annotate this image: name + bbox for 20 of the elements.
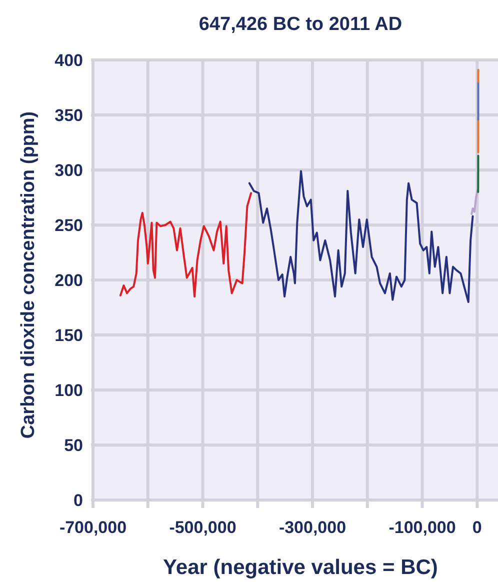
x-tick-label: -100,000 bbox=[388, 518, 456, 537]
x-tick-label: -500,000 bbox=[169, 518, 236, 537]
x-tick-label: -700,000 bbox=[59, 518, 127, 537]
x-tick-label: -300,000 bbox=[278, 518, 346, 537]
y-tick-label: 50 bbox=[64, 436, 83, 455]
y-tick-label: 300 bbox=[54, 160, 83, 180]
x-tick-label: 0 bbox=[472, 518, 482, 537]
y-tick-label: 100 bbox=[54, 380, 83, 400]
line-series bbox=[248, 170, 474, 303]
line-series bbox=[119, 192, 252, 298]
y-tick-label: 400 bbox=[54, 50, 83, 70]
line-series bbox=[470, 188, 479, 215]
y-tick-label: 150 bbox=[54, 326, 83, 345]
chart-title: 647,426 BC to 2011 AD bbox=[198, 14, 402, 35]
y-tick-label: 200 bbox=[54, 270, 83, 290]
y-tick-label: 0 bbox=[74, 490, 83, 510]
y-axis-title: Carbon dioxide concentration (ppm) bbox=[18, 111, 39, 439]
y-tick-label: 250 bbox=[54, 216, 83, 235]
y-tick-label: 350 bbox=[54, 106, 83, 125]
x-axis-title: Year (negative values = BC) bbox=[163, 556, 438, 579]
